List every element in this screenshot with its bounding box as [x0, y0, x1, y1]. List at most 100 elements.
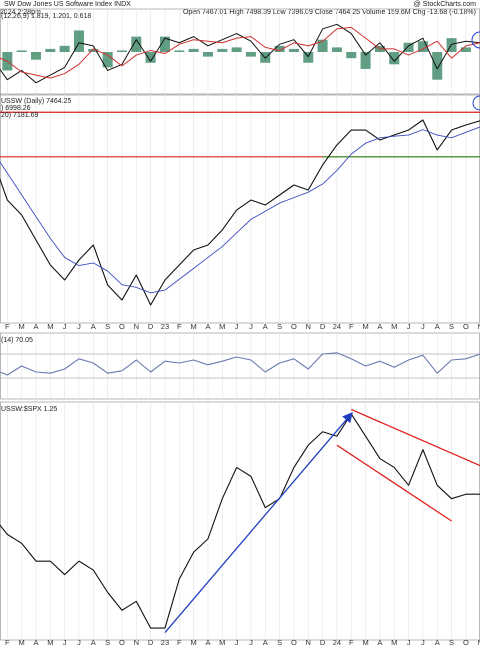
x-tick-label: F: [177, 322, 182, 331]
histogram-bar: [16, 50, 27, 52]
date: 2024 2:28pm: [0, 9, 41, 16]
x-tick-label: O: [463, 638, 469, 647]
x-tick-label: A: [263, 638, 268, 647]
histogram-bar: [145, 52, 156, 63]
histogram-bar: [73, 30, 84, 52]
symbol: SW Dow Jones US Software Index INDX: [4, 1, 131, 8]
histogram-bar: [245, 52, 256, 57]
x-tick-label: M: [47, 638, 53, 647]
x-tick-label: O: [291, 322, 297, 331]
x-tick-label: S: [277, 322, 282, 331]
histogram-bar: [131, 36, 142, 52]
x-tick-label: M: [362, 638, 368, 647]
trend-line: [164, 411, 353, 633]
x-tick-label: 24: [333, 322, 341, 331]
x-tick-label: O: [119, 638, 125, 647]
x-tick-label: D: [320, 322, 326, 331]
x-tick-label: J: [63, 638, 67, 647]
x-tick-label: N: [134, 322, 139, 331]
panel-title: (14) 70.05: [1, 337, 33, 344]
panel-subtitle: ) 6998.26: [1, 105, 31, 112]
histogram-bar: [460, 47, 471, 52]
histogram-bar: [331, 47, 342, 52]
x-tick-label: F: [5, 322, 10, 331]
x-tick-label: S: [449, 638, 454, 647]
x-tick-label: A: [435, 638, 440, 647]
histogram-bar: [102, 52, 113, 68]
histogram-bar: [188, 48, 199, 52]
histogram-bar: [403, 42, 414, 52]
highlight-circle: [472, 95, 480, 111]
x-tick-label: J: [249, 322, 253, 331]
trend-line: [336, 444, 452, 522]
histogram-bar: [346, 52, 357, 59]
x-tick-label: A: [205, 638, 210, 647]
series-line: [0, 26, 480, 79]
histogram-bar: [202, 52, 213, 57]
trend-line: [350, 408, 480, 467]
histogram-bar: [288, 48, 299, 52]
x-tick-label: M: [219, 638, 225, 647]
x-tick-label: M: [19, 322, 25, 331]
x-tick-label: A: [377, 638, 382, 647]
histogram-bar: [217, 48, 228, 52]
x-tick-label: A: [33, 638, 38, 647]
x-tick-label: O: [463, 322, 469, 331]
x-tick-label: M: [391, 322, 397, 331]
x-tick-label: 23: [161, 322, 169, 331]
x-tick-label: M: [190, 638, 196, 647]
histogram-bar: [389, 52, 400, 65]
x-tick-label: J: [77, 322, 81, 331]
histogram-bar: [432, 52, 443, 80]
x-tick-label: J: [407, 638, 411, 647]
histogram-bar: [303, 52, 314, 63]
series-line: [0, 126, 480, 294]
x-tick-label: S: [277, 638, 282, 647]
x-tick-label: F: [349, 322, 354, 331]
x-tick-label: M: [47, 322, 53, 331]
histogram-bar: [274, 45, 285, 52]
x-tick-label: A: [91, 322, 96, 331]
x-tick-label: A: [263, 322, 268, 331]
series-line: [0, 23, 480, 84]
histogram-bar: [174, 50, 185, 52]
x-tick-label: N: [306, 638, 311, 647]
x-tick-label: J: [421, 322, 425, 331]
source: @ StockCharts.com: [414, 1, 477, 8]
x-tick-label: M: [219, 322, 225, 331]
histogram-bar: [231, 47, 242, 52]
x-tick-label: F: [5, 638, 10, 647]
histogram-bar: [45, 48, 56, 52]
histogram-bar: [417, 41, 428, 52]
x-tick-label: D: [148, 638, 154, 647]
x-tick-label: A: [377, 322, 382, 331]
x-tick-label: S: [449, 322, 454, 331]
histogram-bar: [116, 50, 127, 52]
series-line: [0, 413, 480, 629]
panel-note: 20) 7181.69: [1, 112, 38, 119]
x-tick-label: N: [134, 638, 139, 647]
series-line: [0, 119, 480, 306]
x-tick-label: M: [391, 638, 397, 647]
x-tick-label: F: [177, 638, 182, 647]
x-tick-label: M: [19, 638, 25, 647]
x-tick-label: S: [105, 322, 110, 331]
histogram-bar: [360, 52, 371, 69]
x-tick-label: S: [105, 638, 110, 647]
panel-title: (12,26,9) 1.819, 1.201, 0.618: [1, 13, 91, 20]
histogram-bar: [30, 52, 41, 60]
x-tick-label: 24: [333, 638, 341, 647]
highlight-circle: [471, 31, 480, 49]
x-tick-label: D: [320, 638, 326, 647]
x-tick-label: N: [306, 322, 311, 331]
x-tick-label: F: [349, 638, 354, 647]
x-tick-label: J: [249, 638, 253, 647]
histogram-bar: [159, 36, 170, 52]
x-tick-label: J: [407, 322, 411, 331]
x-tick-label: A: [435, 322, 440, 331]
x-tick-label: A: [205, 322, 210, 331]
x-tick-label: O: [291, 638, 297, 647]
x-tick-label: J: [63, 322, 67, 331]
